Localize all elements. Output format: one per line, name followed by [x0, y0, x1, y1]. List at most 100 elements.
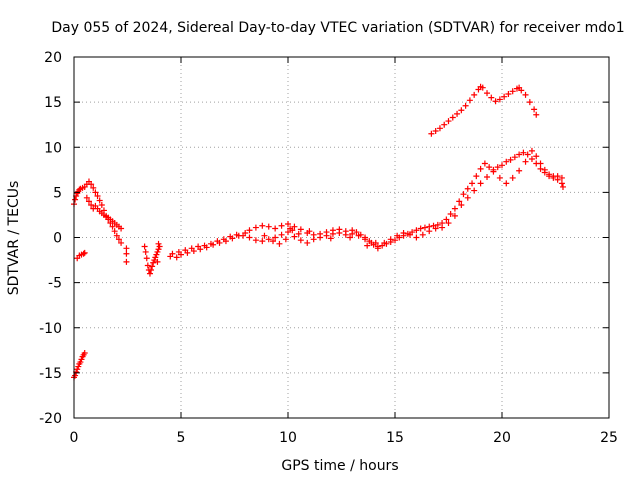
data-point	[195, 243, 202, 250]
data-point	[98, 202, 105, 209]
data-point	[261, 232, 268, 239]
data-point	[146, 270, 153, 277]
data-point	[151, 257, 158, 264]
data-point	[278, 231, 285, 238]
data-point	[291, 223, 298, 230]
data-point	[541, 166, 548, 173]
data-point	[72, 196, 79, 203]
data-point	[490, 168, 497, 175]
data-point	[182, 247, 189, 254]
data-point	[486, 164, 493, 171]
data-point	[381, 239, 388, 246]
data-point	[285, 220, 291, 227]
data-point	[76, 186, 83, 193]
data-point	[141, 243, 148, 250]
data-point	[272, 234, 279, 241]
data-point	[201, 242, 208, 249]
data-point	[240, 232, 247, 239]
data-point	[113, 232, 120, 239]
data-point	[458, 107, 465, 114]
data-point	[175, 248, 182, 255]
data-point	[153, 251, 160, 258]
x-tick-label: 25	[600, 430, 618, 446]
data-point	[432, 225, 439, 232]
data-point	[558, 180, 565, 187]
y-tick-label: -15	[39, 366, 62, 382]
data-point	[214, 238, 221, 245]
data-point	[507, 156, 514, 163]
data-point	[123, 245, 130, 252]
data-point	[77, 359, 84, 366]
data-point	[207, 240, 214, 247]
data-point	[154, 258, 161, 265]
data-point	[156, 243, 163, 250]
y-tick-label: -20	[39, 411, 62, 427]
data-point	[282, 236, 289, 243]
data-point	[336, 229, 343, 236]
data-point	[233, 231, 240, 238]
data-point	[473, 173, 480, 180]
data-point	[152, 254, 159, 261]
data-point	[347, 234, 354, 241]
data-point	[526, 99, 533, 106]
data-point	[428, 130, 435, 137]
data-point	[259, 238, 266, 245]
data-point	[505, 91, 512, 98]
data-point	[272, 225, 279, 232]
data-point	[499, 162, 505, 169]
data-point	[503, 158, 510, 165]
series-mdo1-a	[71, 149, 566, 381]
data-point	[285, 229, 291, 236]
data-point	[522, 91, 529, 98]
y-tick-label: 15	[44, 95, 62, 111]
data-point	[481, 160, 488, 167]
data-point	[533, 111, 540, 118]
data-point	[85, 198, 92, 205]
data-point	[406, 231, 413, 238]
data-point	[83, 194, 90, 201]
data-point	[109, 223, 116, 230]
data-point	[479, 84, 486, 91]
y-axis-label: SDTVAR / TECUs	[6, 181, 22, 296]
data-point	[531, 106, 538, 113]
data-point	[155, 246, 162, 253]
data-point	[149, 263, 156, 270]
data-point	[80, 250, 87, 257]
data-point	[436, 125, 443, 132]
data-point	[323, 232, 330, 239]
data-point	[387, 236, 394, 243]
y-tick-label: 20	[44, 50, 62, 66]
data-point	[546, 171, 553, 178]
y-tick-labels: -20 -15 -10 -5 0 5 10 15 20	[39, 50, 62, 427]
x-tick-label: 20	[493, 430, 511, 446]
data-point	[349, 230, 356, 237]
data-point	[88, 202, 95, 209]
data-point	[115, 236, 122, 243]
data-point	[496, 174, 503, 181]
data-point	[516, 151, 523, 158]
data-point	[426, 228, 433, 235]
y-tick-label: 0	[53, 231, 62, 247]
data-point	[558, 174, 565, 181]
data-point	[537, 160, 544, 167]
chart-title: Day 055 of 2024, Sidereal Day-to-day VTE…	[51, 20, 624, 36]
data-point	[118, 239, 125, 246]
data-point	[287, 225, 294, 232]
data-point	[265, 236, 272, 243]
y-tick-label: 10	[44, 140, 62, 156]
series-mdo1-b	[169, 83, 565, 257]
data-point	[559, 183, 566, 190]
data-point	[496, 96, 503, 103]
data-point	[270, 238, 277, 245]
data-point	[520, 149, 527, 156]
y-tick-label: 5	[53, 185, 62, 201]
data-point	[327, 235, 334, 242]
data-point	[443, 216, 450, 223]
data-point	[155, 240, 162, 247]
data-point	[554, 173, 561, 180]
data-point	[246, 227, 253, 234]
data-point	[291, 233, 298, 240]
data-point	[374, 243, 381, 250]
data-point	[451, 205, 458, 212]
data-point	[492, 98, 499, 105]
